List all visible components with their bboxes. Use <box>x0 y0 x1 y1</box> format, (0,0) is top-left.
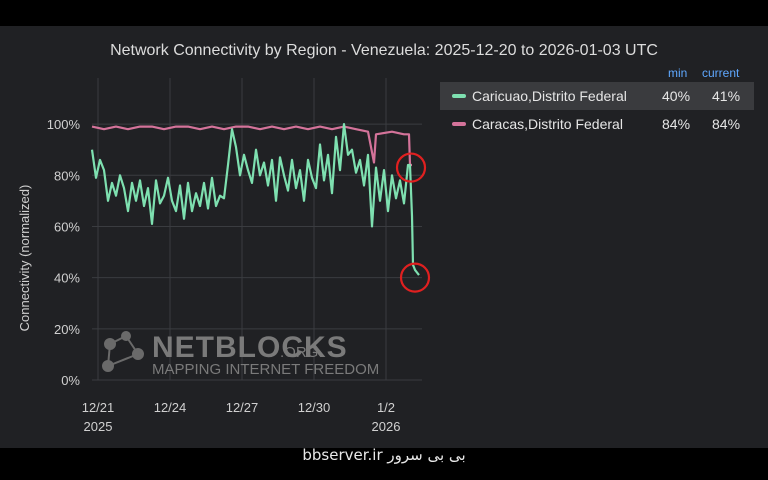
series-line-caricuao <box>90 123 420 276</box>
y-tick-label: 100% <box>47 117 81 132</box>
chart-panel: NETBLOCKS .ORG MAPPING INTERNET FREEDOM … <box>0 26 768 448</box>
chart-title: Network Connectivity by Region - Venezue… <box>110 42 658 59</box>
y-tick-label: 80% <box>54 168 80 183</box>
y-tick-label: 60% <box>54 219 80 234</box>
legend-item-caricuao[interactable]: Caricuao,Distrito Federal 40% 41% <box>440 82 754 110</box>
netblocks-logo-icon <box>102 331 144 372</box>
y-axis-ticks: 0% 20% 40% 60% 80% 100% <box>47 117 81 388</box>
legend-header-current: current <box>702 66 740 80</box>
x-tick-year-label: 2025 <box>84 419 113 434</box>
x-tick-year-label: 2026 <box>372 419 401 434</box>
y-tick-label: 20% <box>54 322 80 337</box>
x-tick-label: 12/24 <box>154 400 187 415</box>
legend-series-min: 40% <box>662 88 691 104</box>
watermark-brand: NETBLOCKS <box>152 331 348 364</box>
y-tick-label: 40% <box>54 271 80 286</box>
legend-item-caracas[interactable]: Caracas,Distrito Federal 84% 84% <box>440 110 754 138</box>
legend-swatch <box>452 94 466 98</box>
y-tick-label: 0% <box>61 373 80 388</box>
x-tick-label: 1/2 <box>377 400 395 415</box>
legend-series-current: 41% <box>712 88 741 104</box>
x-tick-label: 12/30 <box>298 400 331 415</box>
legend-series-name: Caracas,Distrito Federal <box>472 116 623 132</box>
annotations <box>395 152 431 293</box>
series-line-caracas <box>91 125 412 167</box>
netblocks-watermark: NETBLOCKS .ORG MAPPING INTERNET FREEDOM <box>102 331 379 378</box>
x-tick-label: 12/27 <box>226 400 259 415</box>
line-chart: NETBLOCKS .ORG MAPPING INTERNET FREEDOM … <box>17 78 431 434</box>
legend-series-current: 84% <box>712 116 741 132</box>
legend-series-min: 84% <box>662 116 691 132</box>
annotation-circle <box>399 262 431 293</box>
series-lines <box>90 123 420 276</box>
watermark-caption: bbserver.ir بی بی سرور <box>302 446 466 464</box>
legend-header: min current <box>440 64 754 82</box>
x-axis-ticks: 12/21 2025 12/24 12/27 12/30 1/2 2026 <box>82 400 401 434</box>
y-axis-label: Connectivity (normalized) <box>17 185 32 332</box>
legend: min current Caricuao,Distrito Federal 40… <box>440 64 754 138</box>
annotation-circle <box>395 152 427 183</box>
watermark-tagline: MAPPING INTERNET FREEDOM <box>152 361 379 378</box>
legend-header-min: min <box>668 66 688 80</box>
legend-series-name: Caricuao,Distrito Federal <box>472 88 627 104</box>
legend-swatch <box>452 122 466 126</box>
x-tick-label: 12/21 <box>82 400 115 415</box>
watermark-suffix: .ORG <box>280 344 318 361</box>
